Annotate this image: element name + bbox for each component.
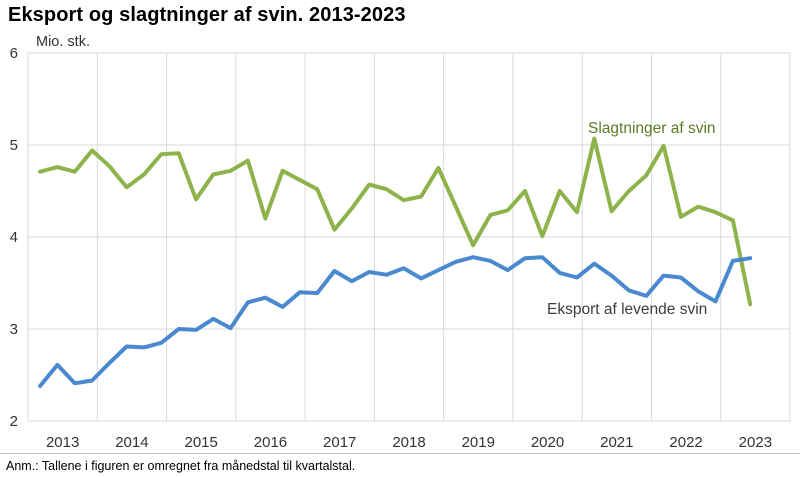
series-label-eksport: Eksport af levende svin [547, 301, 707, 318]
y-tick-label: 2 [10, 413, 18, 430]
x-tick-label: 2013 [46, 434, 79, 451]
x-tick-label: 2018 [392, 434, 425, 451]
footnote: Anm.: Tallene i figuren er omregnet fra … [6, 459, 356, 473]
series-line-slagtninger [38, 136, 753, 307]
y-axis-ticks: 2 3 4 5 6 [10, 45, 18, 430]
x-tick-label: 2015 [184, 434, 217, 451]
y-tick-label: 3 [10, 321, 18, 338]
y-axis-unit-label: Mio. stk. [36, 34, 90, 50]
x-tick-label: 2021 [600, 434, 633, 451]
x-tick-label: 2022 [669, 434, 702, 451]
series-lines [38, 136, 753, 388]
gridlines [27, 52, 791, 422]
x-tick-label: 2023 [739, 434, 772, 451]
x-axis-ticks: 2013 2014 2015 2016 2017 2018 2019 2020 2021 2022… [46, 434, 772, 451]
x-tick-label: 2016 [254, 434, 287, 451]
line-chart: 2 3 4 5 6 Mio. stk. 2013 2014 2015 2016 2017 2018… [10, 34, 791, 451]
x-tick-label: 2014 [115, 434, 148, 451]
footer-divider [0, 453, 800, 454]
x-tick-label: 2019 [462, 434, 495, 451]
y-tick-label: 4 [10, 229, 18, 246]
y-tick-label: 6 [10, 45, 18, 62]
chart-title: Eksport og slagtninger af svin. 2013-202… [8, 4, 406, 26]
y-tick-label: 5 [10, 137, 18, 154]
series-label-slagtninger: Slagtninger af svin [588, 120, 716, 137]
x-tick-label: 2017 [323, 434, 356, 451]
series-line-eksport [38, 255, 753, 388]
x-tick-label: 2020 [531, 434, 564, 451]
